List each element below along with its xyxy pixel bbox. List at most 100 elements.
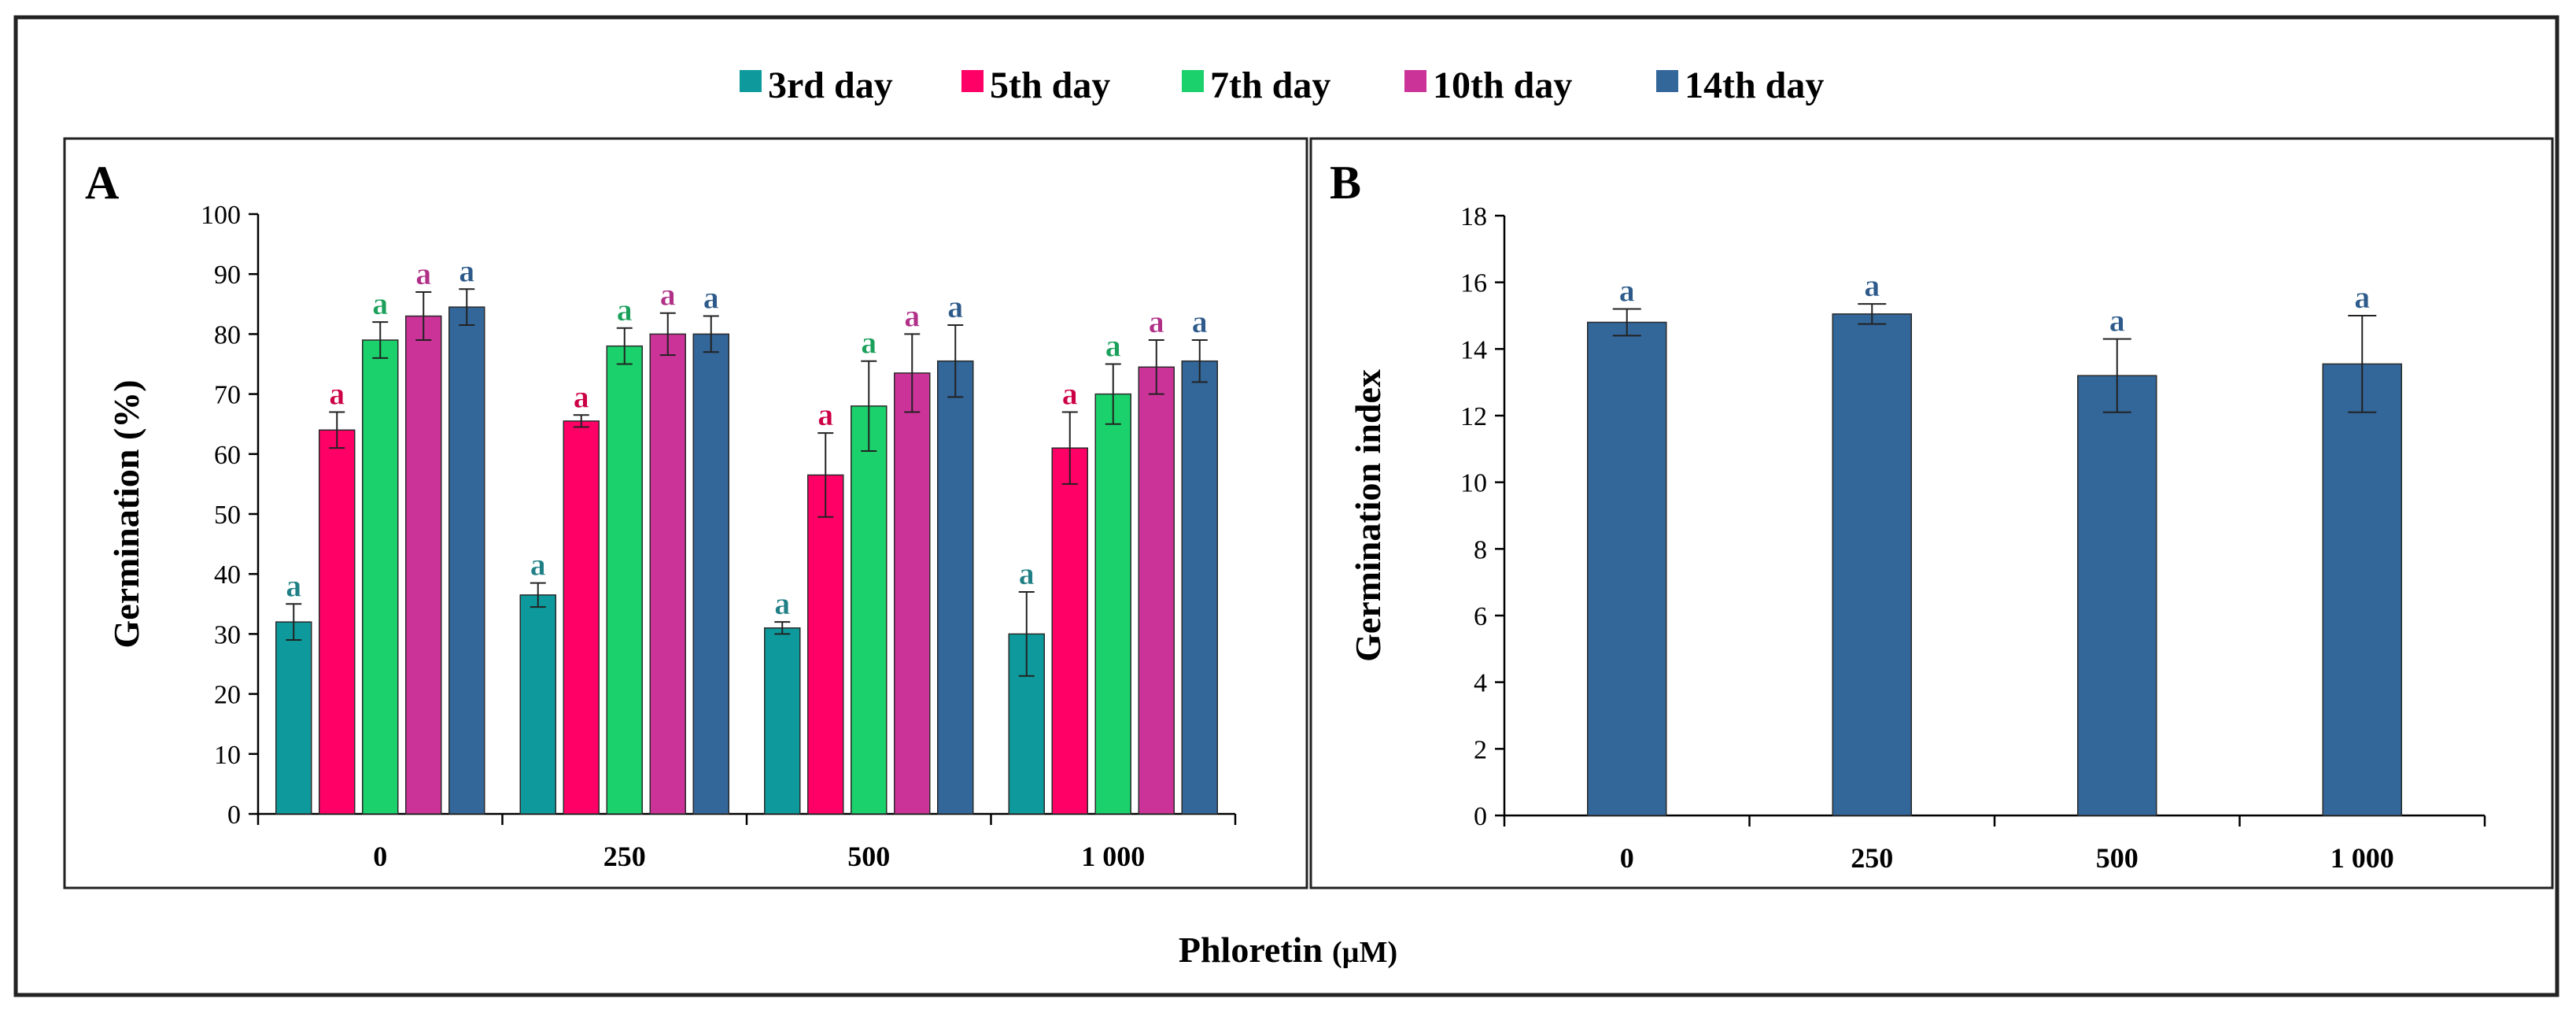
panel-a-error-bar-3-1: [372, 321, 389, 359]
panel-a-bar-1-1: [275, 621, 312, 815]
panel-a-error-bar-1-3: [774, 621, 791, 635]
panel-a-error-bar-4-1: [415, 291, 432, 342]
panel-a-error-bar-3-3: [861, 360, 877, 452]
panel-a-x-tick-label: 0: [373, 841, 387, 872]
panel-a-y-tick-label: 20: [214, 681, 241, 710]
panel-a-sig-letter-4-4: a: [1149, 304, 1164, 339]
panel-a-sig-letter-4-1: a: [415, 256, 431, 291]
legend-swatch-1: [740, 70, 762, 92]
panel-a-bar-4-1: [405, 315, 442, 815]
x-axis-title: Phloretin (µM): [1179, 930, 1397, 970]
panel-a-y-tick-label: 0: [227, 801, 241, 830]
panel-a-error-bar-4-4: [1148, 339, 1164, 395]
legend-label-2: 5th day: [990, 65, 1110, 106]
panel-b-bar-1-3: [2077, 375, 2157, 816]
panel-a-bar-2-1: [319, 429, 356, 815]
panel-a-sig-letter-3-1: a: [372, 286, 388, 321]
panel-a-y-tick-label: 50: [214, 501, 241, 530]
panel-a-x-tick-label: 250: [603, 841, 646, 872]
panel-a-sig-letter-1-4: a: [1019, 556, 1035, 591]
panel-b-error-bar-1-4: [2348, 315, 2377, 413]
panel-a-bar-3-2: [606, 345, 643, 815]
panel-a-y-tick-label: 10: [214, 741, 241, 770]
panel-a-error-bar-1-4: [1018, 591, 1035, 677]
panel-a-y-axis-title: Germination (%): [106, 379, 146, 648]
panel-a-sig-letter-3-2: a: [617, 292, 633, 327]
panel-b-error-bar-1-3: [2102, 338, 2131, 413]
panel-b-sig-letter-1-2: a: [1864, 268, 1880, 303]
panel-b-y-tick-label: 12: [1460, 402, 1487, 431]
panel-a-y-tick-label: 60: [214, 441, 241, 470]
legend-label-4: 10th day: [1433, 65, 1572, 106]
panel-b-sig-letter-1-4: a: [2354, 279, 2370, 315]
panel-a-plot: 0 10 20 30 40 50 60 70 80 90 100 0 250 500 1 000 Germin…: [106, 201, 1237, 872]
panel-a-bar-5-2: [692, 333, 729, 815]
panel-a-y-tick-label: 80: [214, 320, 241, 349]
x-axis-title-unit: (µM): [1332, 936, 1397, 969]
figure-border: [13, 15, 2559, 997]
panel-a-y-tick-label: 100: [201, 201, 241, 230]
panel-a-error-bar-3-4: [1105, 363, 1121, 425]
panel-a-y-tick-label: 30: [214, 620, 241, 649]
panel-b-x-tick-label: 0: [1620, 842, 1634, 874]
panel-a-error-bar-5-1: [459, 288, 475, 326]
panel-b-y-tick-label: 14: [1460, 335, 1487, 364]
panel-b-x-tick-label: 250: [1851, 842, 1893, 874]
panel-b-plot: 0 2 4 6 8 10 12 14 16 18 0 250 500 1 000 Germination i…: [1348, 202, 2486, 874]
panel-a-sig-letter-2-4: a: [1062, 375, 1078, 411]
panel-a-bar-4-3: [894, 372, 931, 815]
panel-a-bar-3-4: [1094, 393, 1131, 815]
panel-a-error-bar-2-3: [817, 432, 834, 518]
panel-a-sig-letter-1-3: a: [774, 586, 790, 621]
panel-a-bar-2-4: [1051, 447, 1088, 815]
panel-b-y-axis-title: Germination index: [1348, 369, 1388, 662]
panel-b-bar-1-1: [1587, 321, 1667, 816]
panel-b-y-tick-label: 2: [1474, 735, 1487, 764]
panel-a-error-bar-1-1: [286, 603, 302, 642]
panel-a-bar-4-2: [649, 333, 686, 815]
panel-a-sig-letter-3-4: a: [1105, 328, 1121, 364]
panel-a-error-bar-2-2: [573, 414, 589, 428]
panel-a-bar-4-4: [1138, 366, 1175, 815]
panel-b-sig-letter-1-3: a: [2109, 303, 2125, 338]
panel-a-sig-letter-2-3: a: [817, 397, 833, 432]
panel-b-error-bar-1-1: [1612, 308, 1641, 337]
panel-a-error-bar-4-2: [659, 312, 676, 357]
panel-a-label: A: [85, 157, 119, 209]
panel-a-x-tick-label: 1 000: [1081, 841, 1145, 872]
panel-a-error-bar-4-3: [904, 333, 921, 413]
legend-label-1: 3rd day: [768, 65, 893, 106]
panel-b-y-tick-label: 10: [1460, 469, 1487, 498]
panel-b-error-bar-1-2: [1858, 303, 1887, 325]
panel-b-sig-letter-1-1: a: [1619, 273, 1635, 309]
panel-b-y-tick-label: 16: [1460, 269, 1487, 298]
panel-a-sig-letter-1-1: a: [286, 568, 301, 603]
panel-a-sig-letter-4-2: a: [660, 277, 676, 312]
panel-a-bar-1-2: [519, 594, 556, 815]
panel-b-bar-1-2: [1832, 313, 1912, 816]
legend-swatch-2: [961, 70, 984, 92]
panel-b-x-tick-label: 1 000: [2331, 842, 2394, 874]
panel-a-error-bar-2-1: [329, 411, 345, 449]
panel-b-y-tick-label: 8: [1474, 535, 1487, 564]
panel-a-sig-letter-1-2: a: [530, 547, 546, 582]
panel-b-y-tick-label: 4: [1474, 669, 1487, 698]
panel-a-y-tick-label: 70: [214, 381, 241, 410]
panel-b: B 0 2 4 6 8 10 12 14 16 18 0 250 500 1 000 Germination…: [1309, 137, 2554, 889]
panel-b-y-tick-label: 0: [1474, 802, 1487, 831]
panel-a-error-bar-1-2: [530, 582, 546, 608]
legend-label-3: 7th day: [1210, 65, 1330, 106]
panel-a-sig-letter-5-2: a: [703, 280, 719, 316]
panel-a-bar-5-1: [448, 306, 485, 815]
panel-b-frame: [1309, 137, 2554, 889]
panel-a-error-bar-5-4: [1191, 339, 1208, 383]
legend-swatch-4: [1404, 70, 1426, 92]
legend: 3rd day 5th day 7th day 10th day 14th day: [740, 65, 1824, 106]
panel-a-sig-letter-2-2: a: [574, 379, 589, 414]
panel-a-bar-2-3: [807, 474, 844, 815]
panel-a-sig-letter-5-3: a: [947, 289, 963, 324]
panel-b-y-tick-label: 18: [1460, 202, 1487, 231]
x-axis-title-main: Phloretin: [1179, 930, 1323, 970]
panel-a-x-tick-label: 500: [847, 841, 890, 872]
legend-swatch-3: [1182, 70, 1204, 92]
